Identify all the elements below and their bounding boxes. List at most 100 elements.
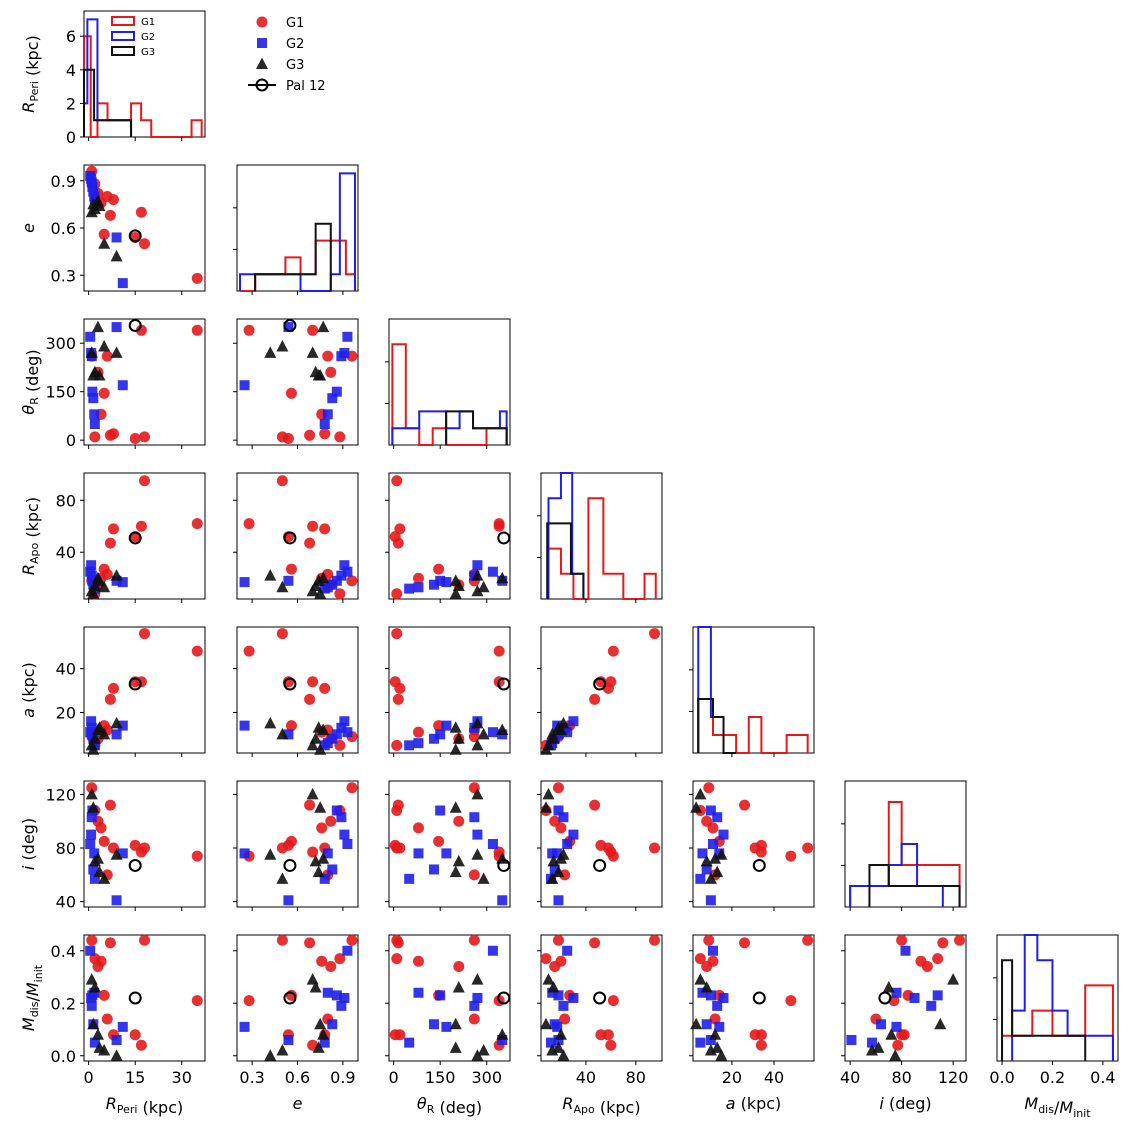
- point-g1: [307, 324, 319, 336]
- point-g2: [117, 848, 128, 859]
- point-g2: [239, 1021, 250, 1032]
- point-g3: [85, 346, 98, 358]
- point-g1: [346, 782, 358, 794]
- panel-theta-vs-rperi: 0 150 300: [45, 318, 206, 450]
- x-label-rperi: RPeri (kpc): [106, 1094, 184, 1117]
- point-g3: [471, 787, 484, 800]
- panel-rapo-vs-theta: [385, 472, 511, 603]
- y-label-i: i (deg): [19, 818, 38, 870]
- point-g3: [306, 738, 319, 751]
- point-g1: [392, 693, 404, 705]
- hist-step-g3: [1001, 959, 1087, 1061]
- point-g3: [471, 716, 484, 729]
- point-g3: [934, 1017, 947, 1030]
- point-g3: [314, 1017, 327, 1030]
- panel-a-vs-rapo: [537, 626, 663, 757]
- point-g1: [552, 934, 564, 946]
- panel-frame: [83, 626, 206, 754]
- point-g2: [331, 805, 342, 816]
- point-g2: [322, 987, 333, 998]
- point-g1: [139, 431, 150, 443]
- point-g3: [496, 571, 509, 584]
- legend-swatch: [111, 31, 135, 41]
- legend-marker: [256, 57, 268, 69]
- point-pal-12: [283, 677, 297, 691]
- panel-frame: [692, 934, 815, 1062]
- point-g1: [468, 869, 480, 881]
- y-tick-label: 4: [66, 61, 76, 80]
- point-g2: [900, 945, 911, 956]
- y-tick-label: 0.3: [51, 266, 76, 285]
- point-g3: [866, 1044, 879, 1056]
- point-g2: [712, 1000, 723, 1011]
- point-g2: [428, 1019, 439, 1030]
- legend-marker: [257, 38, 267, 48]
- point-g3: [314, 801, 327, 813]
- hist-step-g1: [240, 239, 356, 292]
- point-g3: [872, 1041, 885, 1053]
- point-g2: [568, 993, 579, 1003]
- panel-i-vs-a: [689, 780, 815, 911]
- point-g3: [98, 872, 111, 884]
- point-g1: [785, 850, 797, 862]
- point-pal-12: [752, 991, 766, 1005]
- point-g3: [110, 569, 123, 581]
- panel-frame: [996, 934, 1119, 1062]
- point-g3: [312, 574, 325, 586]
- panel-frame: [388, 472, 511, 600]
- point-g1: [412, 726, 424, 738]
- point-g1: [139, 475, 150, 487]
- panel-frame: [388, 780, 511, 908]
- point-g1: [493, 645, 505, 657]
- point-g2: [327, 864, 338, 875]
- point-g1: [98, 835, 110, 847]
- point-g2: [283, 895, 294, 906]
- point-g2: [86, 560, 97, 571]
- point-g1: [391, 934, 403, 946]
- point-g2: [89, 194, 100, 205]
- point-g1: [433, 835, 445, 847]
- y-tick-label: 0.9: [51, 172, 76, 191]
- point-g3: [264, 1049, 277, 1061]
- point-g1: [649, 842, 661, 854]
- panel-mdis-vs-a: 20 40: [689, 934, 815, 1087]
- point-g1: [607, 645, 619, 657]
- point-g1: [276, 628, 288, 640]
- panel-frame: [540, 780, 663, 908]
- point-g2: [413, 738, 424, 749]
- point-g3: [306, 973, 319, 985]
- point-g1: [276, 934, 288, 946]
- point-g1: [703, 782, 715, 794]
- panel-frame: [540, 934, 663, 1062]
- point-g1: [95, 822, 107, 834]
- point-g2: [239, 577, 250, 588]
- point-g3: [93, 574, 106, 586]
- point-g1: [391, 953, 403, 965]
- point-g2: [117, 577, 128, 588]
- point-g3: [546, 872, 559, 884]
- point-g3: [98, 1044, 111, 1056]
- point-g2: [558, 812, 569, 823]
- x-tick-label: 0.9: [330, 1068, 355, 1087]
- point-g1: [391, 475, 403, 487]
- point-pal-12: [593, 677, 607, 691]
- point-g2: [404, 873, 415, 884]
- point-g3: [98, 237, 111, 249]
- point-g2: [487, 945, 498, 956]
- point-g3: [276, 580, 289, 593]
- panel-frame: [83, 164, 206, 292]
- point-g2: [932, 990, 943, 1001]
- point-pal-12: [128, 677, 142, 691]
- point-g2: [86, 1000, 97, 1011]
- point-g2: [441, 848, 452, 859]
- point-g2: [336, 1000, 347, 1011]
- point-g3: [542, 973, 555, 985]
- point-g2: [846, 1035, 857, 1045]
- y-tick-label: 0: [66, 128, 76, 147]
- legend-label: G1: [141, 17, 155, 28]
- point-g2: [705, 805, 716, 816]
- point-g2: [697, 848, 708, 859]
- x-tick-label: 120: [938, 1068, 969, 1087]
- point-g3: [110, 716, 123, 729]
- point-g1: [322, 350, 334, 362]
